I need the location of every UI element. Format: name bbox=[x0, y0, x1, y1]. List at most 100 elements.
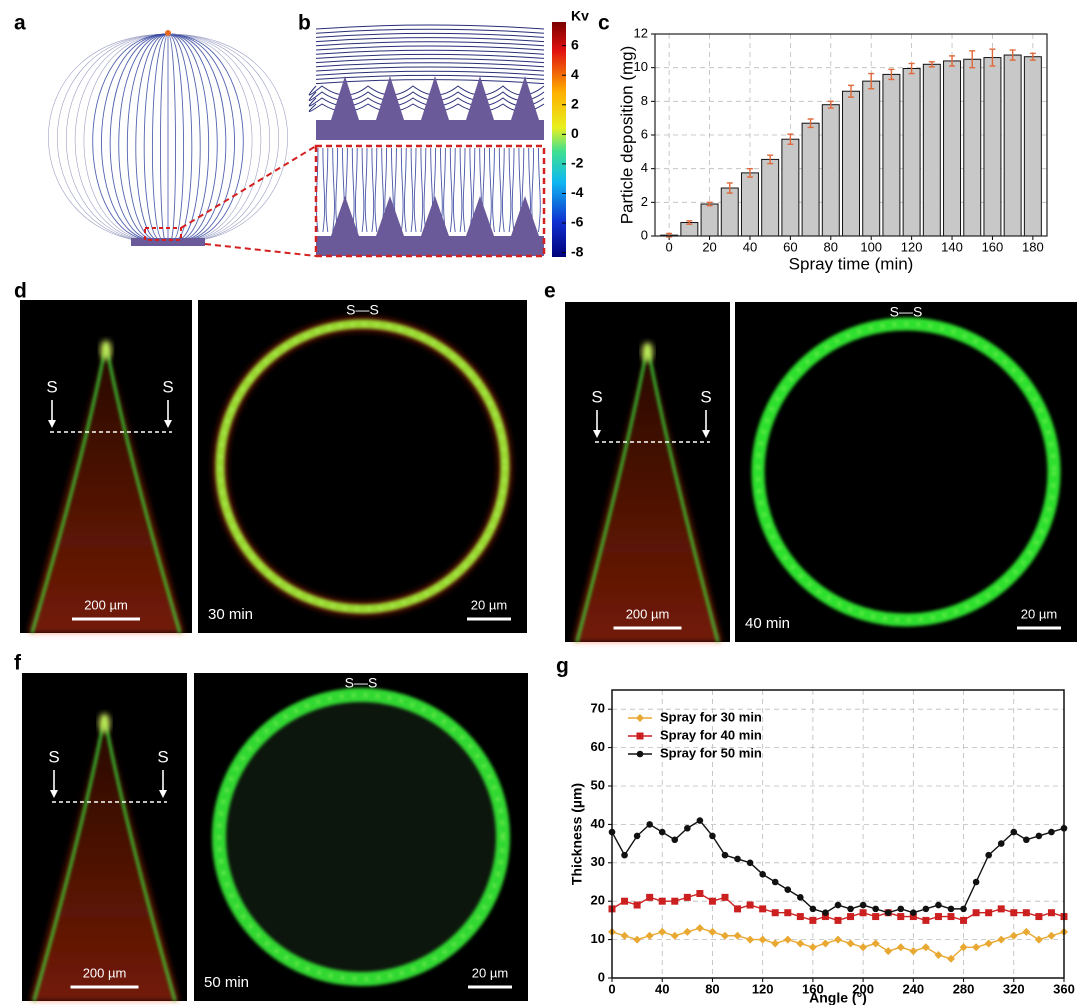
error-bar bbox=[969, 50, 976, 69]
point bbox=[620, 931, 629, 940]
point bbox=[758, 935, 767, 944]
substrate bbox=[316, 196, 544, 256]
point bbox=[658, 927, 667, 936]
y-axis-label: Thickness (µm) bbox=[569, 783, 585, 885]
field-line bbox=[462, 147, 466, 233]
colorbar-tick-label: -6 bbox=[571, 214, 584, 230]
point bbox=[997, 840, 1005, 847]
point bbox=[1048, 828, 1055, 836]
section-marker: S bbox=[157, 747, 168, 766]
error-bar bbox=[868, 72, 875, 90]
field-line bbox=[354, 147, 358, 233]
point bbox=[834, 901, 842, 909]
error-bar bbox=[888, 68, 895, 81]
bar bbox=[902, 68, 921, 237]
field-line bbox=[538, 147, 541, 233]
error-bar bbox=[908, 62, 915, 75]
field-line bbox=[332, 147, 335, 233]
point bbox=[922, 905, 930, 913]
scale-bar-label: 20 µm bbox=[472, 965, 508, 980]
point bbox=[808, 943, 817, 952]
point bbox=[709, 832, 716, 840]
point bbox=[696, 817, 704, 824]
point bbox=[871, 939, 880, 948]
cone-tip bbox=[641, 342, 654, 362]
point bbox=[1009, 931, 1018, 940]
point bbox=[1035, 913, 1043, 921]
y-tick-label: 70 bbox=[591, 701, 605, 716]
point bbox=[696, 890, 704, 898]
bar bbox=[922, 63, 941, 237]
micrograph bbox=[198, 300, 527, 633]
point bbox=[621, 897, 629, 905]
point bbox=[846, 939, 855, 948]
field-line bbox=[126, 33, 169, 241]
x-tick-label: 80 bbox=[824, 239, 838, 254]
scale-bar-label: 200 µm bbox=[626, 606, 670, 621]
field-line bbox=[501, 147, 505, 233]
section-arrowhead bbox=[50, 790, 58, 798]
series-line bbox=[611, 819, 1065, 914]
colorbar-tick-label: -8 bbox=[571, 243, 584, 259]
field-line bbox=[167, 33, 201, 241]
zoom-line bbox=[204, 243, 317, 257]
cone-tip bbox=[100, 340, 112, 360]
point bbox=[683, 893, 691, 901]
x-tick-label: 40 bbox=[743, 239, 757, 254]
point bbox=[1047, 931, 1056, 940]
y-tick-label: 60 bbox=[591, 739, 605, 754]
point bbox=[972, 909, 980, 917]
x-tick-label: 0 bbox=[666, 239, 673, 254]
x-tick-label: 140 bbox=[941, 239, 963, 254]
x-tick-label: 160 bbox=[802, 981, 824, 996]
point bbox=[935, 901, 942, 909]
point bbox=[733, 931, 742, 940]
time-label: 40 min bbox=[745, 615, 790, 632]
error-bar bbox=[1029, 52, 1036, 61]
point bbox=[809, 916, 817, 924]
y-tick-label: 6 bbox=[641, 126, 648, 141]
y-tick-label: 40 bbox=[591, 816, 605, 831]
field-line bbox=[160, 33, 169, 241]
point bbox=[734, 855, 741, 863]
point bbox=[783, 935, 792, 944]
field-line bbox=[308, 103, 545, 112]
section-title: S—S bbox=[346, 302, 379, 318]
x-tick-label: 240 bbox=[902, 981, 924, 996]
point bbox=[621, 851, 628, 859]
cone-interior bbox=[28, 342, 184, 633]
error-bar bbox=[746, 167, 753, 178]
field-line bbox=[109, 33, 169, 241]
point bbox=[759, 905, 767, 913]
field-line bbox=[489, 147, 492, 233]
y-tick-label: 4 bbox=[641, 160, 648, 175]
field-line bbox=[315, 58, 545, 64]
bar bbox=[720, 187, 739, 237]
panel-label: g bbox=[556, 655, 569, 678]
section-arrowhead bbox=[159, 790, 167, 798]
scale-bar-label: 20 µm bbox=[471, 597, 507, 612]
point bbox=[1010, 909, 1018, 917]
y-tick-label: 10 bbox=[634, 59, 648, 74]
ring-texture bbox=[756, 322, 1056, 622]
point bbox=[646, 893, 654, 901]
error-bar bbox=[827, 100, 834, 109]
field-line bbox=[413, 147, 417, 233]
bar bbox=[700, 203, 719, 237]
colorbar-tick-label: -2 bbox=[571, 155, 584, 171]
field-line bbox=[308, 85, 545, 96]
legend-label: Spray for 40 min bbox=[660, 727, 762, 742]
field-line bbox=[459, 147, 463, 233]
error-bar bbox=[989, 48, 996, 67]
point bbox=[695, 924, 704, 933]
section-marker: S bbox=[700, 387, 711, 406]
x-tick-label: 160 bbox=[982, 239, 1004, 254]
point bbox=[1022, 909, 1030, 917]
section-arrowhead bbox=[593, 430, 601, 438]
point bbox=[746, 935, 755, 944]
point bbox=[671, 897, 679, 905]
point bbox=[947, 913, 955, 921]
field-line bbox=[492, 147, 495, 233]
field-line bbox=[167, 33, 244, 241]
